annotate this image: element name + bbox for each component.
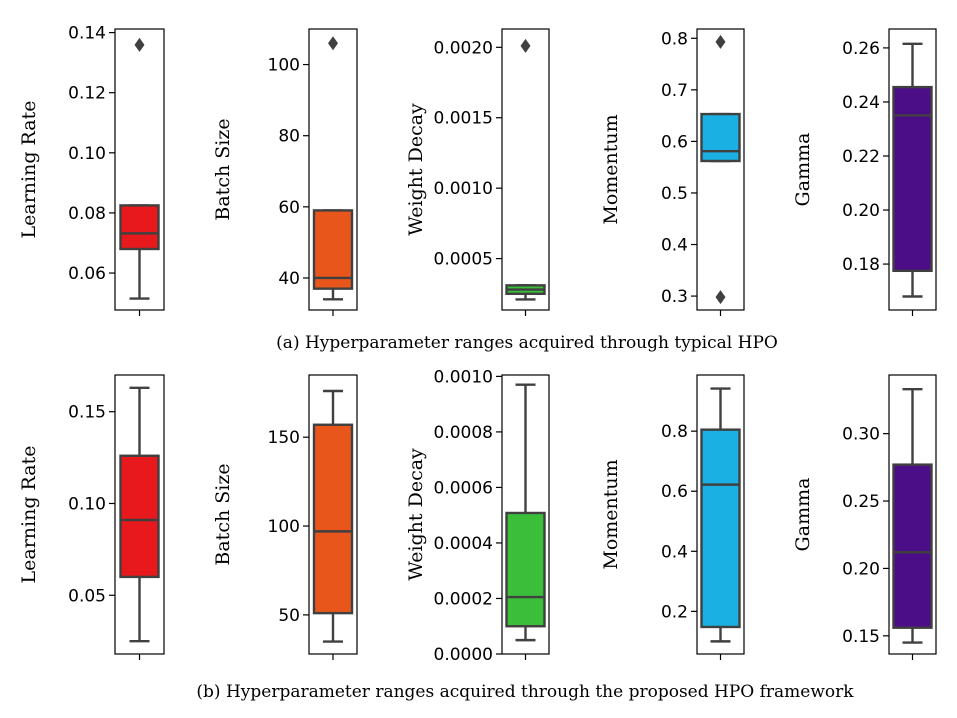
row2-panel2-y-axis-label: Batch Size bbox=[212, 463, 234, 565]
row1-panel5-y-axis-label: Gamma bbox=[792, 133, 814, 207]
row1-panel1-y-tick-label: 0.06 bbox=[68, 264, 106, 284]
row1-panel3-y-axis-label: Weight Decay bbox=[405, 103, 427, 236]
row2-panel5-y-axis-label: Gamma bbox=[792, 478, 814, 552]
row2-panel4-y-tick-label: 0.6 bbox=[661, 482, 688, 502]
row2-panel5-y-tick-label: 0.20 bbox=[842, 559, 880, 579]
row2-panel4-y-tick-label: 0.2 bbox=[661, 602, 688, 622]
row2-panel1-y-tick-label: 0.15 bbox=[68, 403, 106, 423]
row1-panel3-y-tick-label: 0.0020 bbox=[434, 38, 493, 58]
row1-panel5-y-tick-label: 0.24 bbox=[842, 93, 880, 113]
row1-panel4-box bbox=[700, 112, 741, 163]
row1-panel4-y-tick-label: 0.4 bbox=[661, 236, 688, 256]
caption-b: (b) Hyperparameter ranges acquired throu… bbox=[196, 682, 854, 702]
row1-panel4-y-axis-label: Momentum bbox=[600, 114, 622, 224]
row2-panel4-y-axis-label: Momentum bbox=[600, 459, 622, 569]
row2-panel3-y-tick-label: 0.0006 bbox=[434, 478, 493, 498]
row2-panel1-box bbox=[119, 454, 160, 579]
row1-panel4-outlier-marker bbox=[715, 34, 726, 49]
row2-panel1-y-tick-label: 0.10 bbox=[68, 494, 106, 514]
row2-panel3-y-tick-label: 0.0000 bbox=[434, 645, 493, 665]
caption-a: (a) Hyperparameter ranges acquired throu… bbox=[276, 333, 778, 353]
row2-panel5-box bbox=[892, 463, 933, 629]
row2-panel4-y-tick-label: 0.8 bbox=[661, 422, 688, 442]
row1-panel4-y-tick-label: 0.3 bbox=[661, 287, 688, 307]
row1-panel4-y-tick-label: 0.6 bbox=[661, 132, 688, 152]
row1-panel4-outlier-marker bbox=[715, 290, 726, 305]
row2-panel3-y-tick-label: 0.0008 bbox=[434, 423, 493, 443]
row1-panel1-y-axis-label: Learning Rate bbox=[18, 101, 40, 239]
row2-panel3-box bbox=[505, 511, 546, 628]
row2-panel2-y-tick-label: 50 bbox=[278, 606, 300, 626]
row1-panel4-y-tick-label: 0.7 bbox=[661, 81, 688, 101]
row1-panel2-y-tick-label: 60 bbox=[278, 198, 300, 218]
row1-panel1-outlier-marker bbox=[134, 37, 145, 52]
row1-panel1-y-tick-label: 0.12 bbox=[68, 84, 106, 104]
row1-panel5-y-tick-label: 0.22 bbox=[842, 147, 880, 167]
row2-panel3-y-axis-label: Weight Decay bbox=[405, 448, 427, 581]
row2-panel2-box bbox=[312, 423, 354, 615]
row1-panel1-y-tick-label: 0.14 bbox=[68, 24, 106, 44]
row2-panel2-y-tick-label: 100 bbox=[268, 517, 300, 537]
row1-panel4-frame bbox=[696, 28, 745, 311]
row1-panel1-y-tick-label: 0.10 bbox=[68, 144, 106, 164]
row1-panel2-y-axis-label: Batch Size bbox=[212, 118, 234, 220]
row1-panel2-outlier-marker bbox=[328, 36, 338, 51]
row1-panel2-box bbox=[312, 209, 354, 290]
row2-panel5-y-tick-label: 0.30 bbox=[842, 425, 880, 445]
row1-panel2-y-tick-label: 80 bbox=[278, 127, 300, 147]
row2-panel4-box bbox=[700, 428, 741, 629]
row2-panel5-y-tick-label: 0.25 bbox=[842, 492, 880, 512]
row1-panel2-y-tick-label: 100 bbox=[268, 56, 300, 76]
row1-panel5-y-tick-label: 0.20 bbox=[842, 201, 880, 221]
row1-panel1-box bbox=[119, 204, 160, 251]
row1-panel4-y-tick-label: 0.5 bbox=[661, 184, 688, 204]
row1-panel5-box bbox=[892, 85, 933, 273]
row2-panel1-y-axis-label: Learning Rate bbox=[18, 446, 40, 584]
row2-panel3-y-tick-label: 0.0004 bbox=[434, 534, 493, 554]
row1-panel5-y-tick-label: 0.18 bbox=[842, 255, 880, 275]
row1-panel3-outlier-marker bbox=[520, 38, 531, 53]
row1-panel2-y-tick-label: 40 bbox=[278, 269, 300, 289]
row1-panel3-y-tick-label: 0.0010 bbox=[434, 179, 493, 199]
row2-panel2-y-tick-label: 150 bbox=[268, 428, 300, 448]
row2-panel3-y-tick-label: 0.0010 bbox=[434, 367, 493, 387]
row1-panel5-y-tick-label: 0.26 bbox=[842, 39, 880, 59]
row1-panel1-y-tick-label: 0.08 bbox=[68, 204, 106, 224]
row2-panel5-y-tick-label: 0.15 bbox=[842, 627, 880, 647]
row1-panel3-y-tick-label: 0.0005 bbox=[434, 250, 493, 270]
row2-panel1-y-tick-label: 0.05 bbox=[68, 586, 106, 606]
row2-panel3-y-tick-label: 0.0002 bbox=[434, 589, 493, 609]
row2-panel4-y-tick-label: 0.4 bbox=[661, 542, 688, 562]
row1-panel3-frame bbox=[501, 28, 550, 311]
row1-panel4-y-tick-label: 0.8 bbox=[661, 29, 688, 49]
row1-panel3-y-tick-label: 0.0015 bbox=[434, 109, 493, 129]
